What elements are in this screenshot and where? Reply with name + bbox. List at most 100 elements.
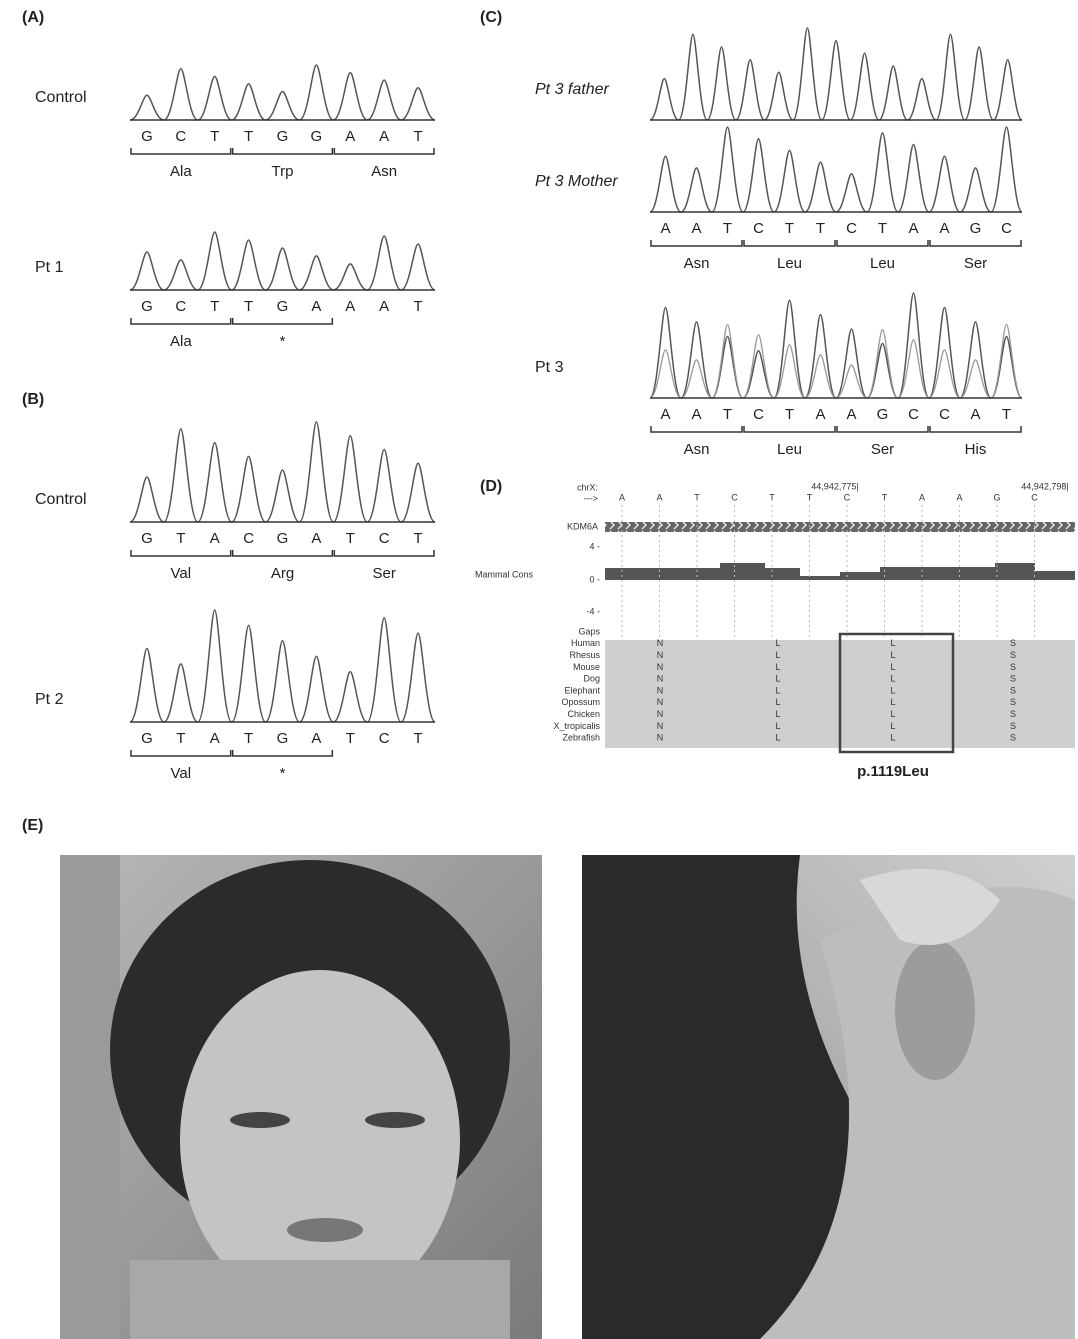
base-call: T <box>244 128 253 145</box>
browser-base: A <box>956 492 962 502</box>
residue: L <box>775 733 780 743</box>
base-call: G <box>311 128 323 145</box>
chromatogram-trace <box>130 610 435 722</box>
codon-label: Ser <box>871 441 894 458</box>
chromatogram-trace <box>650 127 1022 212</box>
gene-label: KDM6A <box>567 521 598 531</box>
residue: L <box>890 685 895 695</box>
base-call: C <box>908 406 919 423</box>
codon-bracket <box>334 148 434 154</box>
species-label: Elephant <box>564 685 600 695</box>
codon-bracket <box>651 426 742 432</box>
row-label: Pt 3 father <box>535 81 609 98</box>
codon-label: * <box>280 333 286 350</box>
residue: N <box>657 709 664 719</box>
chromatogram-trace <box>130 422 435 522</box>
browser-base: T <box>807 492 813 502</box>
residue: L <box>890 674 895 684</box>
base-call: T <box>785 406 794 423</box>
codon-bracket <box>131 750 231 756</box>
photo <box>60 855 542 1339</box>
base-call: G <box>970 220 982 237</box>
species-label: Dog <box>583 674 600 684</box>
base-call: A <box>311 530 321 547</box>
codon-label: Asn <box>684 441 710 458</box>
codon-label: Arg <box>271 565 294 582</box>
residue: S <box>1010 674 1016 684</box>
browser-base: T <box>882 492 888 502</box>
residue: S <box>1010 685 1016 695</box>
base-call: T <box>723 406 732 423</box>
residue: N <box>657 721 664 731</box>
base-call: A <box>660 220 670 237</box>
browser-base: G <box>993 492 1000 502</box>
base-call: A <box>210 530 220 547</box>
codon-label: Val <box>171 565 192 582</box>
species-label: Human <box>571 638 600 648</box>
base-call: T <box>346 730 355 747</box>
panel-label: (E) <box>22 817 43 834</box>
base-call: T <box>413 298 422 315</box>
row-label: Pt 3 Mother <box>535 173 618 190</box>
chromatogram-trace <box>130 65 435 120</box>
track-tick: 4 - <box>589 541 600 551</box>
codon-label: Val <box>171 765 192 782</box>
codon-bracket <box>744 426 835 432</box>
variant-label: p.1119Leu <box>857 763 929 780</box>
track-label: Mammal Cons <box>475 569 534 579</box>
codon-bracket <box>131 148 231 154</box>
codon-label: Ala <box>170 333 192 350</box>
row-label: Pt 1 <box>35 259 64 276</box>
base-call: A <box>815 406 825 423</box>
photo <box>582 855 1075 1339</box>
base-call: C <box>175 128 186 145</box>
base-call: T <box>413 128 422 145</box>
codon-bracket <box>131 550 231 556</box>
codon-bracket <box>131 318 231 324</box>
residue: N <box>657 685 664 695</box>
codon-label: Asn <box>371 163 397 180</box>
residue: S <box>1010 650 1016 660</box>
codon-bracket <box>837 426 928 432</box>
base-call: G <box>277 298 289 315</box>
base-call: T <box>176 530 185 547</box>
residue: S <box>1010 697 1016 707</box>
coordinate: 44,942,775| <box>811 481 858 491</box>
base-call: T <box>210 128 219 145</box>
residue: N <box>657 733 664 743</box>
base-call: G <box>277 530 289 547</box>
browser-base: C <box>844 492 851 502</box>
base-call: T <box>723 220 732 237</box>
coordinate: 44,942,798| <box>1021 481 1068 491</box>
codon-bracket <box>930 426 1021 432</box>
codon-label: Asn <box>684 255 710 272</box>
base-call: G <box>141 128 153 145</box>
residue: L <box>775 674 780 684</box>
base-call: A <box>970 406 980 423</box>
base-call: C <box>1001 220 1012 237</box>
residue: N <box>657 697 664 707</box>
base-call: T <box>413 730 422 747</box>
residue: S <box>1010 638 1016 648</box>
base-call: A <box>379 298 389 315</box>
residue: N <box>657 662 664 672</box>
browser-frame <box>605 522 1075 752</box>
track-tick: 0 - <box>589 574 600 584</box>
species-label: Zebrafish <box>562 733 600 743</box>
residue: S <box>1010 733 1016 743</box>
base-call: A <box>311 298 321 315</box>
residue: N <box>657 638 664 648</box>
base-call: T <box>210 298 219 315</box>
residue: L <box>890 709 895 719</box>
browser-base: C <box>731 492 738 502</box>
base-call: T <box>785 220 794 237</box>
base-call: A <box>691 406 701 423</box>
residue: N <box>657 674 664 684</box>
species-label: X_tropicalis <box>553 721 600 731</box>
base-call: G <box>277 128 289 145</box>
base-call: T <box>1002 406 1011 423</box>
base-call: G <box>141 730 153 747</box>
base-call: A <box>345 128 355 145</box>
codon-label: Ser <box>372 565 395 582</box>
residue: L <box>775 662 780 672</box>
